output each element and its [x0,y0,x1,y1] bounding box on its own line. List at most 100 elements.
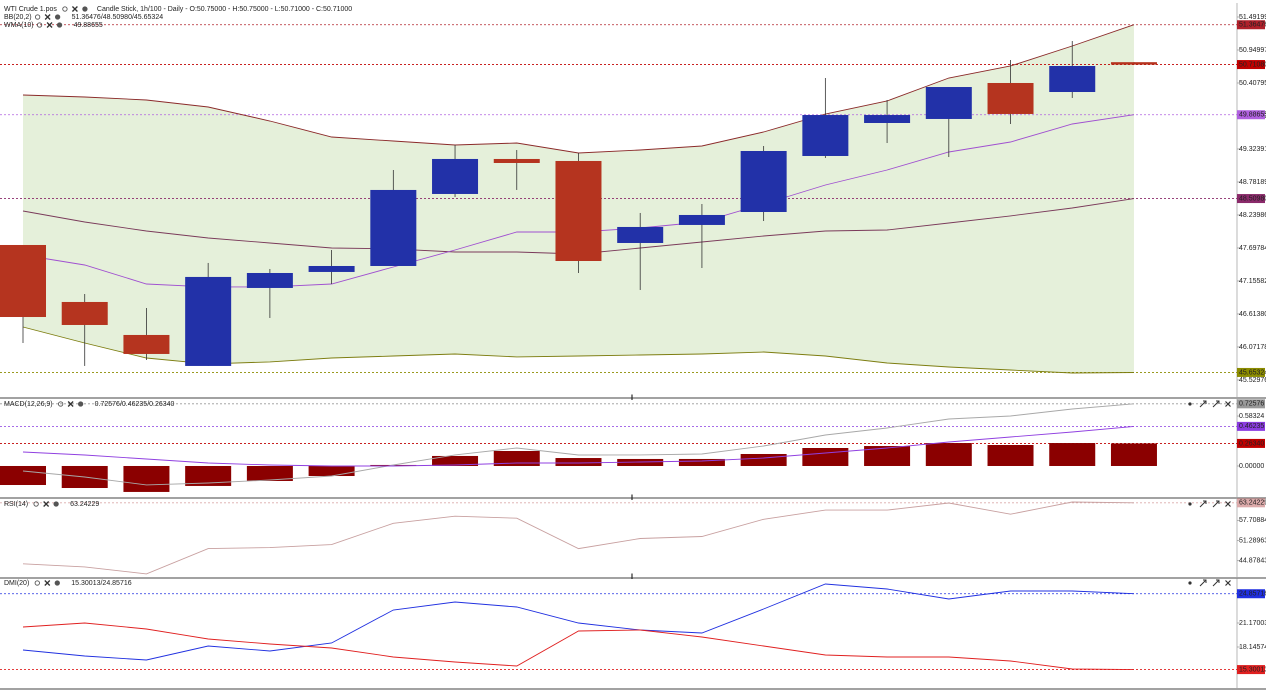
histogram-bar [925,443,972,466]
price-marker-label: 48.50980 [1239,195,1266,202]
candle-body [1049,66,1096,93]
candle-body [740,150,787,212]
indicator-line [22,24,1135,154]
series-line [22,501,1135,575]
candle-body [925,87,972,119]
settings-icon[interactable] [56,22,63,28]
candle-body [1110,62,1157,65]
candle-body [185,276,232,366]
close-icon[interactable] [1225,401,1231,407]
y-tick-label: 50.94997 [1239,47,1266,54]
resize-icon[interactable] [1199,500,1207,508]
candle-body [617,226,664,243]
price-marker-label: 50.71080 [1239,61,1266,68]
price-marker-box [1237,20,1265,30]
price-marker-label: 24.85716 [1239,591,1266,598]
eye-icon[interactable] [34,14,41,20]
candle-body [678,214,725,225]
histogram-bar [555,458,602,466]
close-icon[interactable] [44,580,51,586]
price-marker-label: 49.88655 [1239,112,1266,119]
price-marker-box [1237,665,1265,675]
dot-icon[interactable] [1188,581,1192,585]
candle-body [864,115,911,123]
y-tick-label: 47.15582 [1239,278,1266,285]
panel-title: RSI(14) [4,501,28,508]
candle-body [987,82,1034,114]
histogram-bar [987,445,1034,466]
y-tick-label: 46.07178 [1239,344,1266,351]
y-tick-label: 21.17003 [1239,620,1266,627]
splitter-grip: ‖ [631,395,634,402]
histogram-bar [185,465,232,486]
close-icon[interactable] [44,14,51,20]
price-marker-label: 51.36476 [1239,22,1266,29]
price-marker-box [1237,589,1265,599]
series-line [22,622,1135,671]
close-icon[interactable] [1225,580,1231,586]
close-icon[interactable] [67,401,74,407]
dot-icon[interactable] [1188,502,1192,506]
candle-body [802,115,849,156]
resize-icon[interactable] [1212,579,1220,587]
histogram-bar [1110,443,1157,466]
price-marker-label: 45.65324 [1239,369,1266,376]
y-tick-label: 0.00000 [1239,463,1264,470]
y-tick-label: 0.58324 [1239,413,1264,420]
settings-icon[interactable] [77,401,84,407]
settings-icon[interactable] [82,6,88,12]
settings-icon[interactable] [54,14,61,20]
price-marker-box [1237,421,1265,431]
indicator-readout: 15.30013/24.85716 [71,580,131,587]
resize-icon[interactable] [1199,579,1207,587]
indicator-readout: 51.36476/48.50980/45.65324 [72,14,164,21]
indicator-readout: 49.88655 [74,22,103,29]
settings-icon[interactable] [53,501,59,507]
resize-icon[interactable] [1212,500,1220,508]
close-icon[interactable] [71,6,78,12]
price-marker-label: 0.72576 [1239,401,1264,408]
y-tick-label: 46.61380 [1239,311,1266,318]
eye-icon[interactable] [36,22,43,28]
close-icon[interactable] [43,501,50,507]
candle-body [493,158,540,163]
candle-body [370,189,417,266]
close-icon[interactable] [46,22,53,28]
histogram-bar [370,464,417,466]
price-marker-label: 0.26340 [1239,440,1264,447]
price-marker-box [1237,60,1265,70]
y-tick-label: 18.14574 [1239,644,1266,651]
price-marker-box [1237,194,1265,204]
histogram-bar [308,465,355,477]
histogram-bar [802,448,849,466]
resize-icon[interactable] [1212,400,1220,408]
settings-icon[interactable] [54,580,60,586]
candle-body [123,334,170,354]
splitter-grip: ‖ [631,574,634,581]
close-icon[interactable] [1225,501,1231,507]
series-line [22,403,1135,486]
indicator-name: BB(20,2) [4,14,32,21]
y-tick-label: 57.70884 [1239,517,1266,524]
y-tick-label: 47.69784 [1239,245,1266,252]
price-marker-box [1237,110,1265,120]
resize-icon[interactable] [1199,400,1207,408]
candle-body [0,244,46,318]
eye-icon[interactable] [62,6,68,12]
indicator-readout: 0.72576/0.46235/0.26340 [95,401,175,408]
eye-icon[interactable] [33,501,39,507]
indicator-readout: 63.24229 [70,501,99,508]
series-line [22,425,1135,467]
eye-icon[interactable] [57,401,64,407]
candle-body [308,265,355,272]
eye-icon[interactable] [34,580,40,586]
y-tick-label: 48.23986 [1239,212,1266,219]
histogram-bar [1049,443,1096,466]
indicator-name: WMA(10) [4,22,34,29]
y-tick-label: 50.40795 [1239,80,1266,87]
y-tick-label: 44.87843 [1239,558,1266,565]
y-tick-label: 51.28963 [1239,537,1266,544]
histogram-bar [432,455,479,466]
dot-icon[interactable] [1188,402,1192,406]
